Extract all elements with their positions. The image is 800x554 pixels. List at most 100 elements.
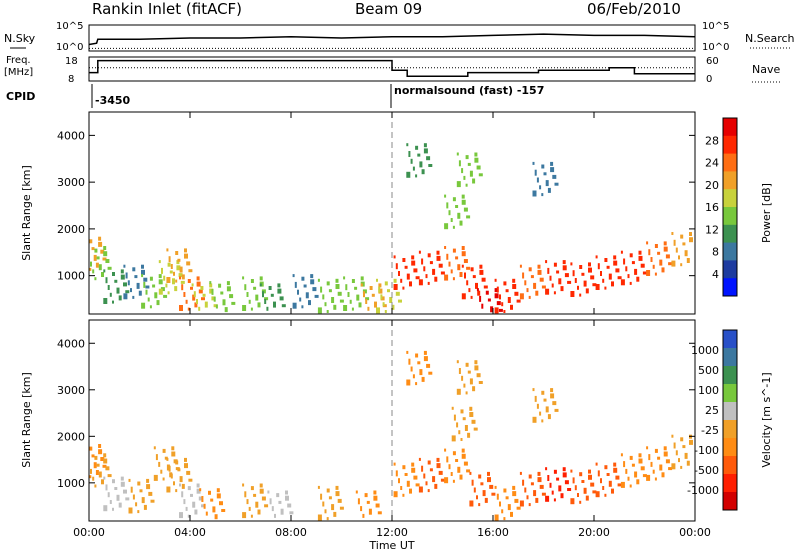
freq-series-line xyxy=(89,59,695,77)
heatmap-cell xyxy=(360,283,363,287)
heatmap-cell xyxy=(107,492,110,498)
heatmap-cell xyxy=(410,158,413,164)
colorbar-tick-label: 1000 xyxy=(691,344,719,357)
power-heatmap-cells xyxy=(89,143,693,314)
heatmap-cell xyxy=(567,488,572,491)
heatmap-cell xyxy=(107,285,110,290)
heatmap-cell xyxy=(116,494,120,501)
colorbar-segment xyxy=(723,260,737,279)
heatmap-cell xyxy=(427,489,430,493)
heatmap-cell xyxy=(467,370,471,374)
heatmap-cell xyxy=(404,473,408,476)
heatmap-cell xyxy=(181,274,185,280)
colorbar-frame xyxy=(722,117,738,297)
heatmap-cell xyxy=(95,470,99,475)
heatmap-cell xyxy=(470,295,473,299)
heatmap-cell xyxy=(482,490,486,497)
heatmap-cell xyxy=(246,499,249,505)
heatmap-cell xyxy=(187,279,191,283)
heatmap-cell xyxy=(464,272,466,279)
heatmap-cell xyxy=(335,278,339,283)
heatmap-cell xyxy=(452,197,456,202)
heatmap-cell xyxy=(572,270,575,277)
heatmap-cell xyxy=(294,281,297,288)
heatmap-cell xyxy=(209,283,213,288)
heatmap-cell xyxy=(572,477,575,484)
heatmap-cell xyxy=(592,283,597,287)
heatmap-cell xyxy=(335,485,339,490)
heatmap-cell xyxy=(231,301,236,305)
heatmap-cell xyxy=(432,476,436,483)
heatmap-cell xyxy=(528,267,532,272)
heatmap-cell xyxy=(186,470,191,475)
heatmap-cell xyxy=(510,304,513,310)
heatmap-cell xyxy=(187,486,191,491)
heatmap-cell xyxy=(360,276,364,281)
heatmap-cell xyxy=(393,284,398,290)
heatmap-cell xyxy=(220,291,224,295)
heatmap-cell xyxy=(287,503,292,508)
heatmap-cell xyxy=(671,434,674,438)
heatmap-cell xyxy=(436,457,440,462)
heatmap-cell xyxy=(373,490,377,495)
heatmap-cell xyxy=(215,304,218,309)
heatmap-cell xyxy=(452,451,456,456)
heatmap-cell xyxy=(402,258,406,262)
heatmap-cell xyxy=(208,490,211,495)
heatmap-cell xyxy=(402,493,405,497)
colorbar-tick-label: 8 xyxy=(712,246,719,259)
heatmap-cell xyxy=(471,479,474,486)
heatmap-cell xyxy=(652,264,655,269)
heatmap-cell xyxy=(595,284,600,290)
heatmap-cell xyxy=(219,501,223,506)
heatmap-cell xyxy=(536,177,539,183)
heatmap-cell xyxy=(114,279,118,283)
heatmap-cell xyxy=(425,274,428,279)
colorbar-segment xyxy=(723,420,737,439)
heatmap-cell xyxy=(354,286,358,290)
heatmap-cell xyxy=(452,225,455,229)
heatmap-cell xyxy=(368,508,372,515)
heatmap-cell xyxy=(158,461,161,467)
heatmap-cell xyxy=(686,460,690,466)
heatmap-cell xyxy=(551,283,554,288)
heatmap-cell xyxy=(570,469,573,473)
heatmap-cell xyxy=(532,416,537,423)
heatmap-cell xyxy=(201,496,204,502)
heatmap-cell xyxy=(209,281,212,285)
heatmap-cell xyxy=(539,411,542,416)
heatmap-cell xyxy=(466,280,469,286)
heatmap-cell xyxy=(413,268,418,273)
heatmap-cell xyxy=(181,284,184,291)
heatmap-cell xyxy=(452,479,455,483)
heatmap-cell xyxy=(250,486,254,491)
heatmap-cell xyxy=(608,480,612,487)
heatmap-cell xyxy=(224,307,228,313)
heatmap-cell xyxy=(331,297,335,303)
heatmap-cell xyxy=(125,290,130,294)
heatmap-cell xyxy=(461,251,466,257)
colorbar-segment xyxy=(723,135,737,155)
heatmap-cell xyxy=(277,283,281,288)
heatmap-cell xyxy=(579,500,582,504)
x-tick-label: 12:00 xyxy=(376,526,408,539)
heatmap-cell xyxy=(125,497,130,501)
heatmap-cell xyxy=(421,465,424,472)
heatmap-cell xyxy=(333,304,337,310)
heatmap-cell xyxy=(524,280,527,286)
heatmap-cell xyxy=(522,479,525,486)
heatmap-cell xyxy=(634,471,638,478)
heatmap-cell xyxy=(419,161,423,168)
heatmap-cell xyxy=(577,285,579,290)
heatmap-cell xyxy=(668,467,673,471)
heatmap-cell xyxy=(472,386,476,392)
heatmap-cell xyxy=(391,304,395,310)
heatmap-cell xyxy=(184,248,187,253)
heatmap-cell xyxy=(479,264,483,269)
heatmap-cell xyxy=(349,299,352,304)
heatmap-cell xyxy=(463,259,468,263)
colorbar-frame xyxy=(722,329,738,511)
heatmap-cell xyxy=(519,471,522,475)
heatmap-cell xyxy=(107,266,112,270)
